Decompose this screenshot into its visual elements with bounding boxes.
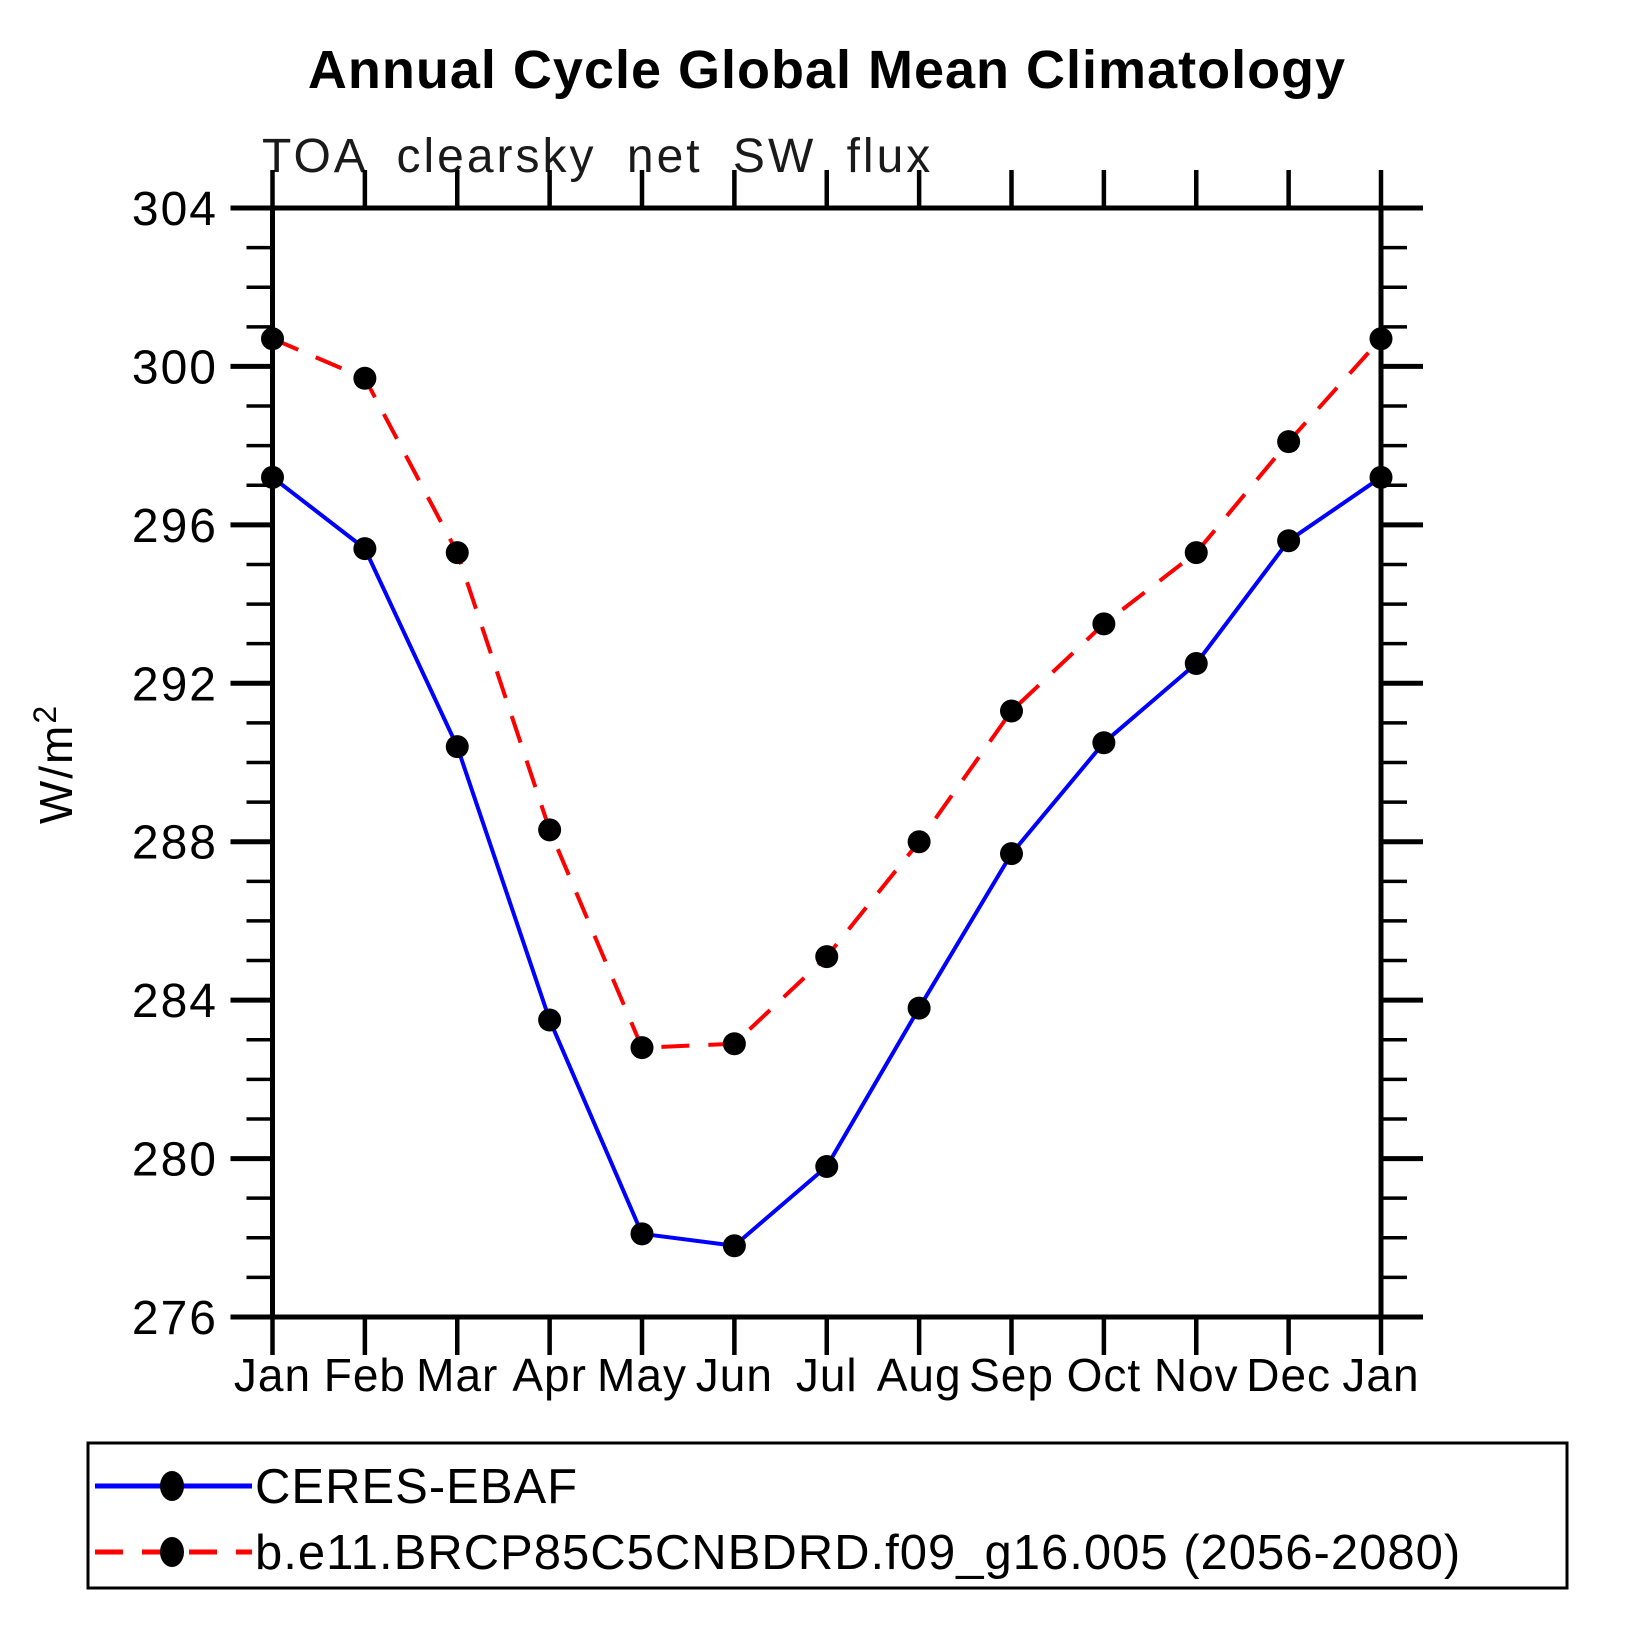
legend-keys	[95, 1471, 252, 1567]
data-point-marker	[722, 1234, 746, 1258]
y-axis-title-superscript: 2	[27, 704, 63, 724]
x-tick-label: Jan	[1342, 1349, 1419, 1401]
data-point-marker	[1000, 699, 1023, 723]
y-tick-label: 300	[132, 341, 218, 394]
x-tick-label: Nov	[1154, 1349, 1239, 1401]
data-point-marker	[722, 1032, 746, 1056]
data-point-marker	[1092, 612, 1116, 636]
data-point-marker	[1277, 430, 1301, 454]
x-tick-label: Jul	[796, 1349, 858, 1401]
data-point-marker	[1369, 327, 1393, 351]
x-tick-label: Jan	[234, 1349, 311, 1401]
data-point-marker	[815, 1154, 839, 1178]
x-tick-label: Jun	[696, 1349, 773, 1401]
data-point-marker	[1092, 731, 1116, 755]
legend: CERES-EBAF b.e11.BRCP85C5CNBDRD.f09_g16.…	[86, 1441, 1569, 1590]
y-tick-label: 280	[132, 1134, 218, 1187]
chart-subtitle: TOA clearsky net SW flux	[262, 130, 933, 183]
data-point-marker	[1277, 529, 1301, 553]
y-tick-label: 296	[132, 500, 218, 553]
data-point-marker	[261, 465, 284, 489]
x-tick-label: Apr	[512, 1349, 587, 1401]
data-point-marker	[353, 366, 377, 390]
data-point-marker	[1184, 651, 1208, 675]
chart-title: Annual Cycle Global Mean Climatology	[308, 40, 1346, 100]
data-point-marker	[815, 945, 839, 969]
data-point-marker	[907, 830, 931, 854]
series-group	[261, 327, 1393, 1258]
x-tick-label: Oct	[1067, 1349, 1142, 1401]
y-tick-label: 288	[132, 817, 218, 870]
x-tick-label: Aug	[877, 1349, 962, 1401]
data-point-marker	[261, 327, 284, 351]
y-tick-label: 284	[132, 975, 218, 1028]
legend-label-model-run: b.e11.BRCP85C5CNBDRD.f09_g16.005 (2056-2…	[255, 1526, 1461, 1580]
data-point-marker	[353, 537, 377, 561]
y-tick-label: 304	[132, 183, 218, 236]
series-line-0	[271, 475, 1383, 1248]
series-line-1	[271, 336, 1383, 1050]
x-tick-label: Dec	[1246, 1349, 1331, 1401]
legend-key-marker-0	[160, 1471, 184, 1501]
data-point-marker	[1000, 842, 1023, 866]
legend-key-marker-1	[160, 1537, 184, 1567]
data-point-marker	[445, 735, 469, 759]
data-point-marker	[630, 1222, 654, 1246]
data-point-marker	[1369, 465, 1393, 489]
data-point-marker	[538, 818, 562, 842]
y-axis-title: W/m2	[27, 704, 82, 824]
y-tick-label: 292	[132, 658, 218, 711]
data-point-marker	[1184, 541, 1208, 565]
x-tick-label: Mar	[416, 1349, 498, 1401]
x-tick-label: Feb	[324, 1349, 406, 1401]
data-point-marker	[445, 541, 469, 565]
x-tick-label: Sep	[969, 1349, 1054, 1401]
plot-frame	[270, 205, 1384, 1320]
data-point-marker	[907, 996, 931, 1020]
y-tick-label: 276	[132, 1292, 218, 1345]
y-axis-title-base: W/m	[30, 724, 82, 825]
data-point-marker	[538, 1008, 562, 1032]
legend-label-ceres-ebaf: CERES-EBAF	[255, 1460, 578, 1514]
legend-box	[86, 1441, 1569, 1590]
data-point-marker	[630, 1036, 654, 1060]
x-tick-label: May	[597, 1349, 687, 1401]
